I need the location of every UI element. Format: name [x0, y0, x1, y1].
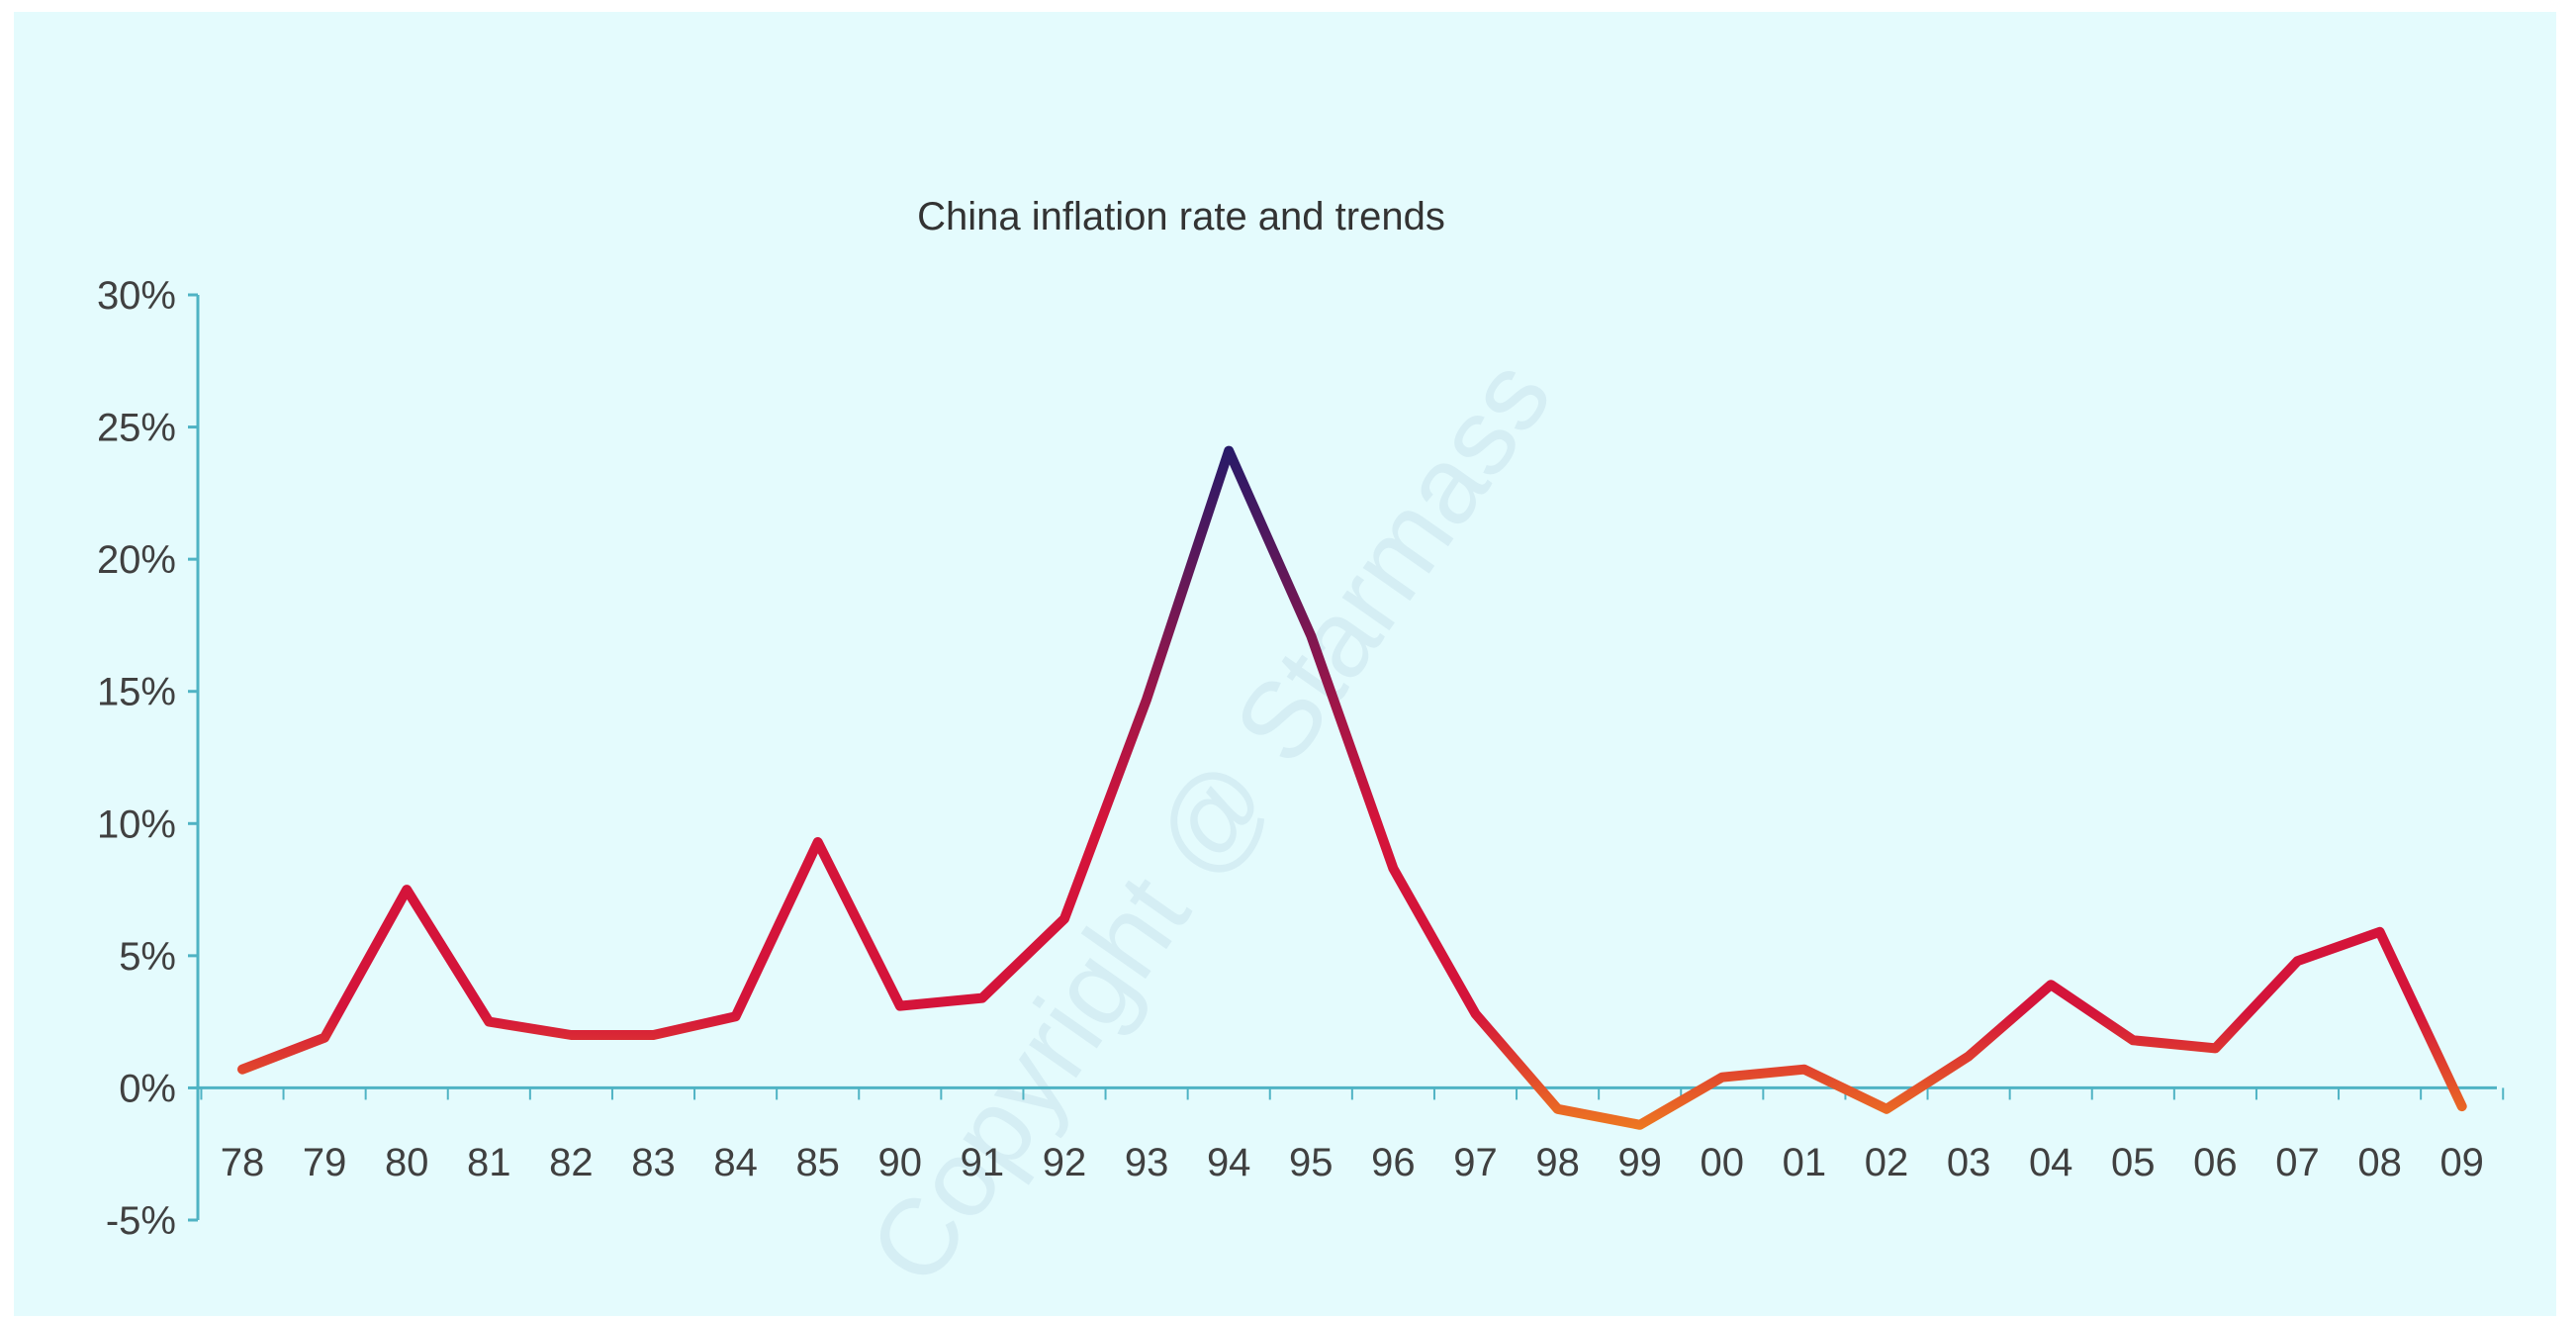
x-tick-label: 09 [2439, 1141, 2484, 1184]
data-point [895, 1001, 905, 1011]
data-point [1799, 1065, 1809, 1075]
data-point [1882, 1104, 1891, 1114]
data-point [1717, 1073, 1727, 1083]
data-point [977, 993, 987, 1003]
x-tick-label: 83 [631, 1141, 676, 1184]
y-tick-label: 10% [97, 802, 176, 846]
x-tick-label: 08 [2357, 1141, 2402, 1184]
y-tick-label: 15% [97, 671, 176, 714]
data-point [813, 837, 823, 847]
x-tick-label: 00 [1701, 1141, 1745, 1184]
data-point [2128, 1035, 2138, 1045]
data-point [649, 1030, 659, 1040]
y-tick-label: 5% [119, 935, 176, 979]
x-tick-label: 06 [2193, 1141, 2238, 1184]
data-point [320, 1033, 329, 1043]
x-tick-label: 05 [2111, 1141, 2156, 1184]
data-point [1388, 864, 1398, 874]
data-point [2046, 980, 2056, 989]
data-point [2293, 956, 2303, 966]
data-point [731, 1011, 741, 1021]
data-point [566, 1030, 576, 1040]
x-tick-label: 02 [1865, 1141, 1909, 1184]
data-point [2457, 1101, 2467, 1111]
data-point [1471, 1009, 1481, 1019]
inflation-line-chart: Copyright @ Starmass China inflation rat… [97, 195, 2505, 1306]
x-tick-label: 97 [1453, 1141, 1498, 1184]
x-tick-label: 85 [795, 1141, 840, 1184]
series-line [237, 445, 2467, 1130]
x-tick-label: 82 [549, 1141, 594, 1184]
x-tick-label: 99 [1617, 1141, 1662, 1184]
x-tick-label: 91 [961, 1141, 1005, 1184]
chart-title: China inflation rate and trends [917, 195, 1445, 238]
x-tick-label: 94 [1207, 1141, 1251, 1184]
y-tick-label: 0% [119, 1067, 176, 1110]
x-tick-label: 98 [1535, 1141, 1580, 1184]
data-point [1964, 1051, 1974, 1061]
x-tick-label: 07 [2275, 1141, 2320, 1184]
x-tick-label: 84 [713, 1141, 758, 1184]
x-tick-label: 79 [303, 1141, 347, 1184]
data-point [1142, 695, 1151, 705]
x-tick-label: 78 [221, 1141, 265, 1184]
axes: 30% 25% 20% 15% 10% 5% 0% -5% 78 79 80 81 82 83 84 85 90… [97, 274, 2505, 1243]
x-tick-label: 81 [467, 1141, 511, 1184]
data-point [484, 1017, 494, 1027]
y-tick-label: 25% [97, 407, 176, 450]
data-point [2375, 927, 2385, 937]
x-tick-label: 01 [1783, 1141, 1827, 1184]
y-tick-label: 30% [97, 274, 176, 318]
x-tick-label: 90 [878, 1141, 923, 1184]
plot-area [237, 445, 2467, 1130]
x-tick-label: 96 [1371, 1141, 1416, 1184]
chart-area: Copyright @ Starmass China inflation rat… [14, 12, 2556, 1316]
x-tick-label: 80 [385, 1141, 429, 1184]
y-tick-label: -5% [106, 1199, 176, 1243]
x-tick-label: 03 [1947, 1141, 1991, 1184]
data-point [1306, 631, 1316, 641]
data-point [2210, 1043, 2220, 1053]
x-tick-label: 92 [1043, 1141, 1087, 1184]
data-point [1224, 446, 1234, 456]
x-tick-label: 93 [1125, 1141, 1169, 1184]
x-tick-label: 04 [2029, 1141, 2073, 1184]
data-point [237, 1065, 247, 1075]
data-point [1059, 913, 1069, 923]
y-tick-label: 20% [97, 538, 176, 582]
x-tick-label: 95 [1289, 1141, 1334, 1184]
data-point [402, 885, 412, 895]
data-point [1635, 1120, 1645, 1130]
data-point [1553, 1104, 1563, 1114]
